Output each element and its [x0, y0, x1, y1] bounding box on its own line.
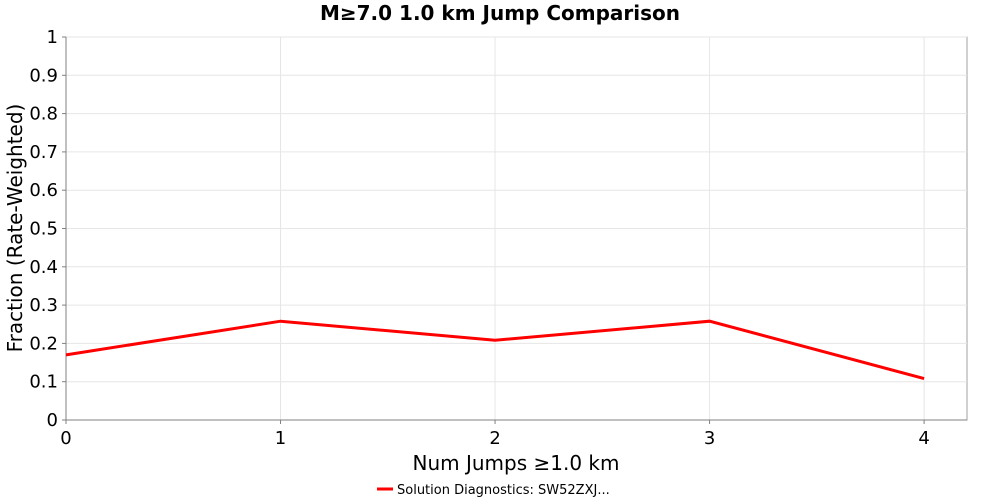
x-tick-label: 1 [275, 428, 286, 449]
y-tick-label: 0.9 [29, 65, 58, 86]
y-tick-label: 0.1 [29, 372, 58, 393]
data-point [708, 320, 711, 323]
legend-label: Solution Diagnostics: SW52ZXJ... [397, 483, 610, 498]
x-tick-label: 0 [60, 428, 71, 449]
data-point [65, 353, 68, 356]
y-tick-label: 1 [47, 27, 58, 48]
y-tick-label: 0.2 [29, 333, 58, 354]
series-group [65, 319, 926, 381]
y-tick-label: 0.7 [29, 142, 58, 163]
x-tick-label: 4 [918, 428, 929, 449]
x-axis-label: Num Jumps ≥1.0 km [413, 451, 620, 475]
y-tick-label: 0.5 [29, 219, 58, 240]
data-point [279, 320, 282, 323]
x-axis-ticks: 0 1 2 3 4 [60, 420, 930, 449]
data-point [923, 377, 926, 380]
y-axis-label: Fraction (Rate-Weighted) [3, 104, 27, 353]
legend: Solution Diagnostics: SW52ZXJ... [377, 483, 610, 498]
y-tick-label: 0.4 [29, 257, 58, 278]
x-tick-label: 2 [489, 428, 500, 449]
y-tick-label: 0 [47, 410, 58, 431]
x-tick-label: 3 [704, 428, 715, 449]
series-line [65, 319, 925, 381]
chart-title: M≥7.0 1.0 km Jump Comparison [320, 1, 680, 25]
y-axis-ticks: 0 0.1 0.2 0.3 0.4 0.5 0.6 0.7 0.8 0.9 1 [29, 27, 66, 431]
y-tick-label: 0.6 [29, 180, 58, 201]
data-point [494, 339, 497, 342]
y-tick-label: 0.8 [29, 104, 58, 125]
y-tick-label: 0.3 [29, 295, 58, 316]
